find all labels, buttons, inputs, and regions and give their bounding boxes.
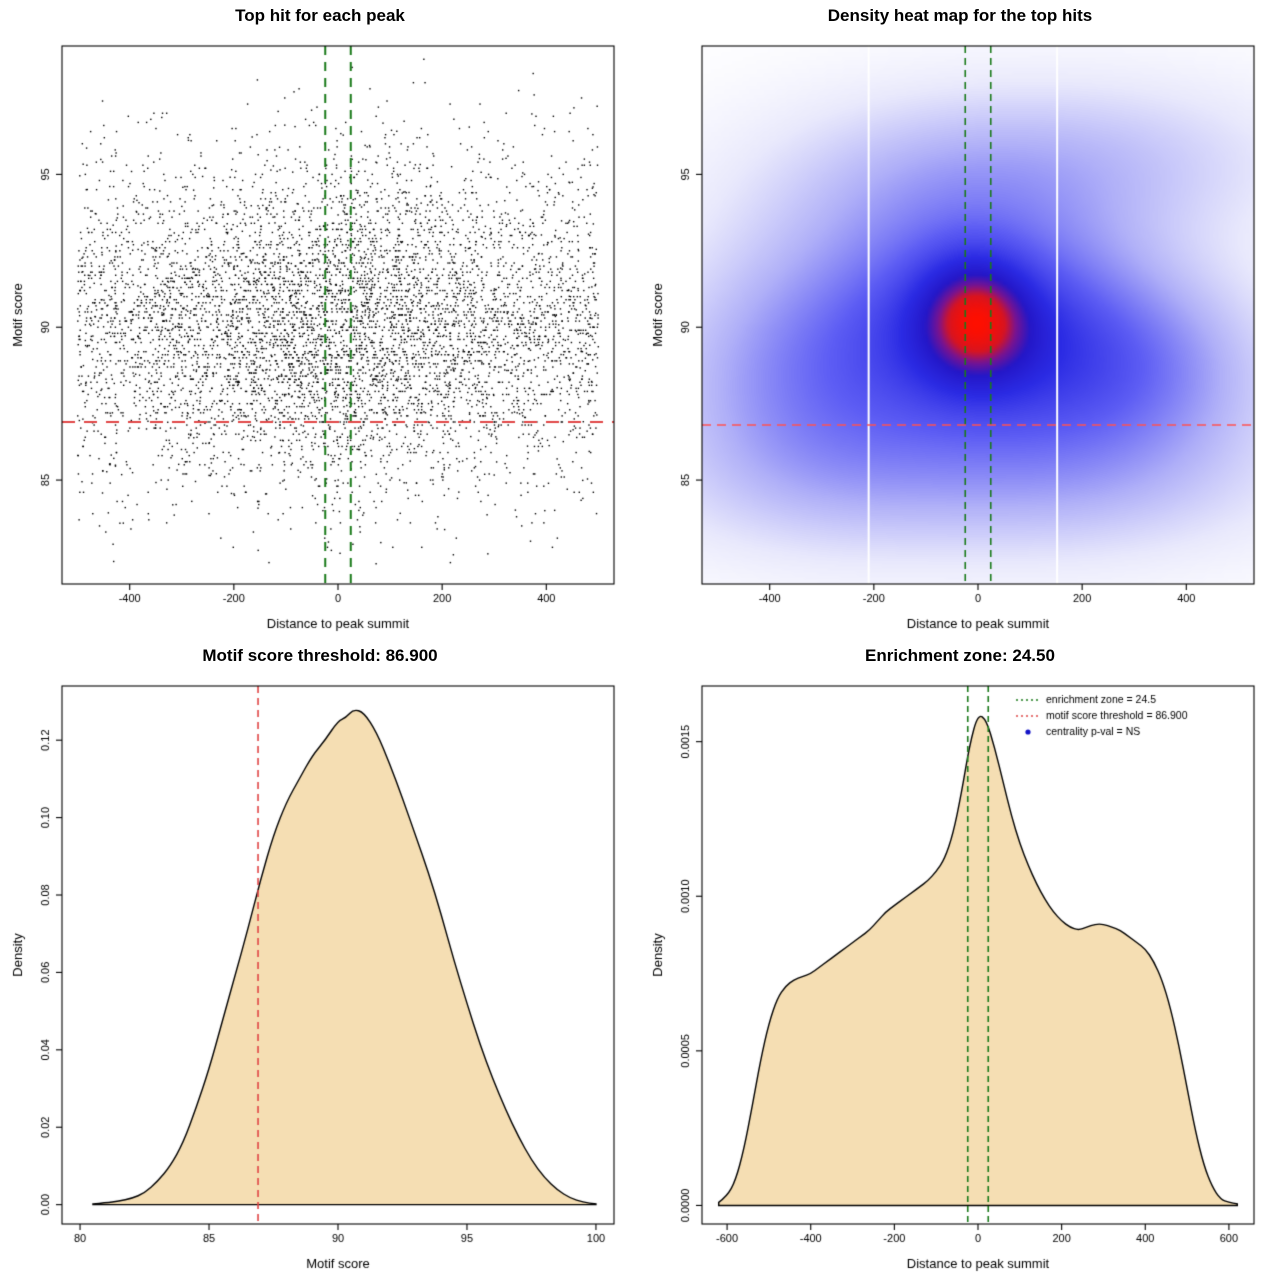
chart-title-motif-threshold: Motif score threshold: 86.900 (202, 646, 438, 665)
chart-title-scatter: Top hit for each peak (235, 6, 405, 25)
panel-scatter-top-hits: Top hit for each peak (0, 0, 640, 640)
chart-title-heatmap: Density heat map for the top hits (827, 6, 1093, 25)
heatmap-plot-canvas (640, 30, 1280, 640)
panel-motif-score-density: Motif score threshold: 86.900 (0, 640, 640, 1280)
motif-score-density-canvas (0, 670, 640, 1280)
panel-density-heatmap: Density heat map for the top hits (640, 0, 1280, 640)
panel-enrichment-zone-density: Enrichment zone: 24.50 (640, 640, 1280, 1280)
scatter-plot-canvas (0, 30, 640, 640)
chart-title-enrichment-zone: Enrichment zone: 24.50 (865, 646, 1055, 665)
enrichment-zone-density-canvas (640, 670, 1280, 1280)
